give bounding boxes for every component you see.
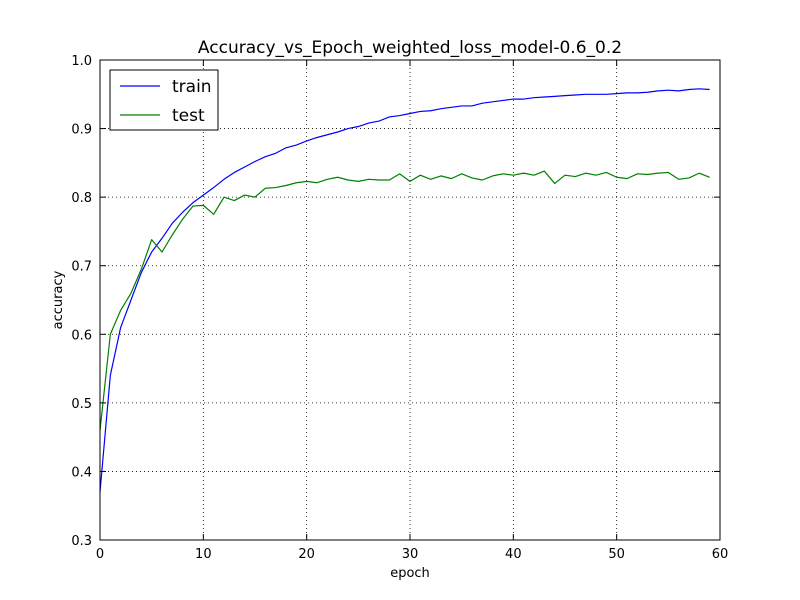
y-tick-label: 1.0 [71,54,92,69]
y-tick-label: 0.3 [71,534,92,549]
y-tick-label: 0.8 [71,191,92,206]
y-tick-label: 0.4 [71,465,92,480]
chart-title: Accuracy_vs_Epoch_weighted_loss_model-0.… [198,38,622,58]
y-tick-label: 0.5 [71,397,92,412]
x-tick-label: 20 [298,547,315,562]
y-tick-label: 0.6 [71,328,92,343]
x-tick-label: 0 [96,547,104,562]
x-tick-label: 40 [505,547,522,562]
y-axis-label: accuracy [51,270,66,329]
legend-label-test: test [172,106,205,126]
series-line-test [99,170,710,431]
series-line-train [99,88,710,493]
legend-label-train: train [172,77,212,97]
legend-box [109,69,219,131]
axis-ticks: 0 10 20 30 40 50 60 0.3 0.4 0.5 0.6 0.7 0.8 0.9 1.0 [71,54,728,562]
legend: train test [109,69,219,131]
y-tick-label: 0.9 [71,123,92,138]
series-lines [99,88,710,493]
x-tick-label: 60 [712,547,729,562]
y-tick-label: 0.7 [71,260,92,275]
x-axis-label: epoch [390,566,430,581]
x-tick-label: 50 [608,547,625,562]
x-tick-label: 30 [402,547,419,562]
x-tick-label: 10 [195,547,212,562]
